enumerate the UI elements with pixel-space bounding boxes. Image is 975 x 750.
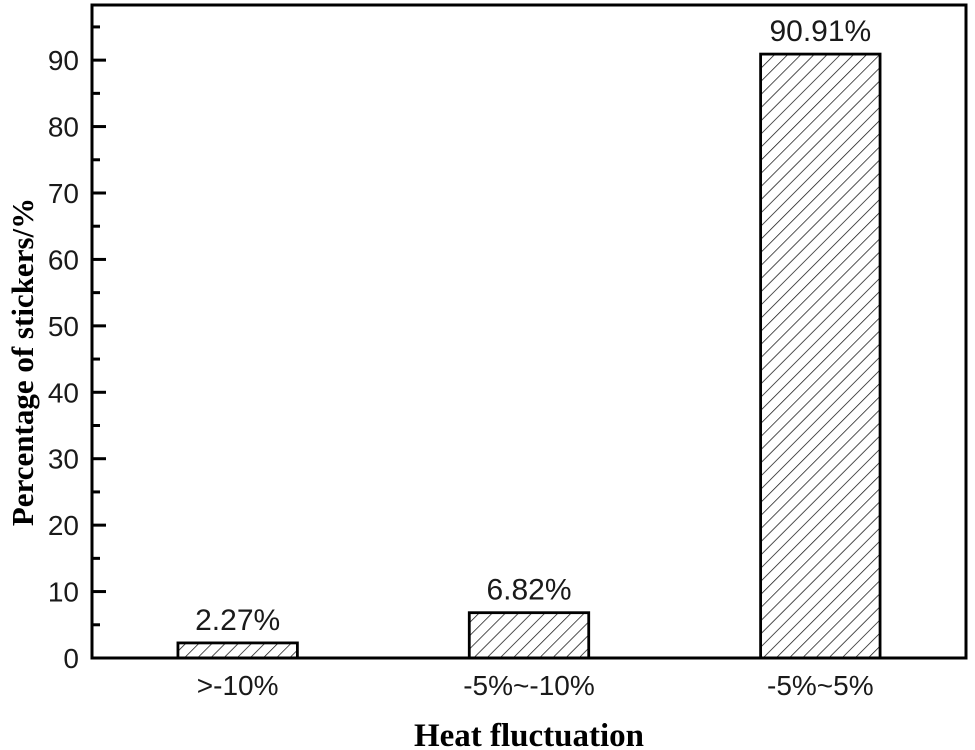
y-axis-ticks: 0 10 20 30 40 50 60 70 80 90 (48, 25, 106, 674)
y-axis-title: Percentage of stickers/% (5, 198, 40, 526)
x-axis-title: Heat fluctuation (414, 718, 644, 750)
y-tick-label: 90 (48, 45, 79, 76)
y-tick-label: 50 (48, 311, 79, 342)
x-tick-label: -5%~-10% (463, 670, 595, 701)
bar-value-label: 2.27% (195, 604, 280, 637)
bar (176, 641, 299, 660)
bar-value-label: 6.82% (486, 574, 571, 607)
bar (759, 52, 882, 660)
bar (467, 611, 591, 660)
x-tick-label: -5%~5% (767, 670, 874, 701)
y-tick-label: 80 (48, 112, 79, 143)
bars-group: 2.27% >-10% 6.82% -5%~-10% 90.91% -5%~5% (176, 15, 882, 701)
y-tick-label: 20 (48, 510, 79, 541)
y-tick-label: 10 (48, 577, 79, 608)
y-tick-label: 70 (48, 178, 79, 209)
y-tick-label: 40 (48, 377, 79, 408)
bar-value-label: 90.91% (769, 15, 871, 48)
x-tick-label: >-10% (197, 670, 279, 701)
y-tick-label: 0 (63, 643, 79, 674)
y-tick-label: 60 (48, 244, 79, 275)
y-tick-label: 30 (48, 444, 79, 475)
